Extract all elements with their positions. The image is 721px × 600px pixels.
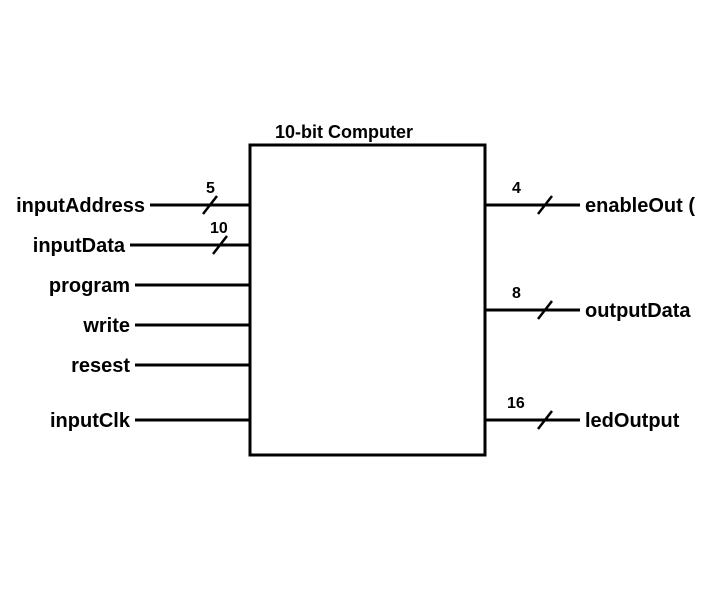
output-label-outputData: outputData <box>585 300 691 322</box>
block-diagram: 10-bit Computer inputAddress 5 inputData… <box>0 0 721 600</box>
output-label-enableOut: enableOut ( <box>585 195 695 217</box>
input-label-inputData: inputData <box>33 235 126 257</box>
inputs-group: inputAddress 5 inputData 10 program writ… <box>16 180 250 432</box>
input-label-inputAddress: inputAddress <box>16 195 145 217</box>
block-title: 10-bit Computer <box>275 122 413 142</box>
bus-width-inputAddress: 5 <box>206 180 215 197</box>
bus-width-outputData: 8 <box>512 285 521 302</box>
input-label-inputClk: inputClk <box>50 410 131 432</box>
input-label-resest: resest <box>71 355 130 377</box>
bus-width-enableOut: 4 <box>512 180 521 197</box>
input-label-program: program <box>49 275 130 297</box>
bus-width-inputData: 10 <box>210 220 228 237</box>
outputs-group: 4 enableOut ( 8 outputData 16 ledOutput <box>485 180 695 432</box>
output-label-ledOutput: ledOutput <box>585 410 680 432</box>
bus-width-ledOutput: 16 <box>507 395 525 412</box>
input-label-write: write <box>82 315 130 337</box>
block-box <box>250 145 485 455</box>
